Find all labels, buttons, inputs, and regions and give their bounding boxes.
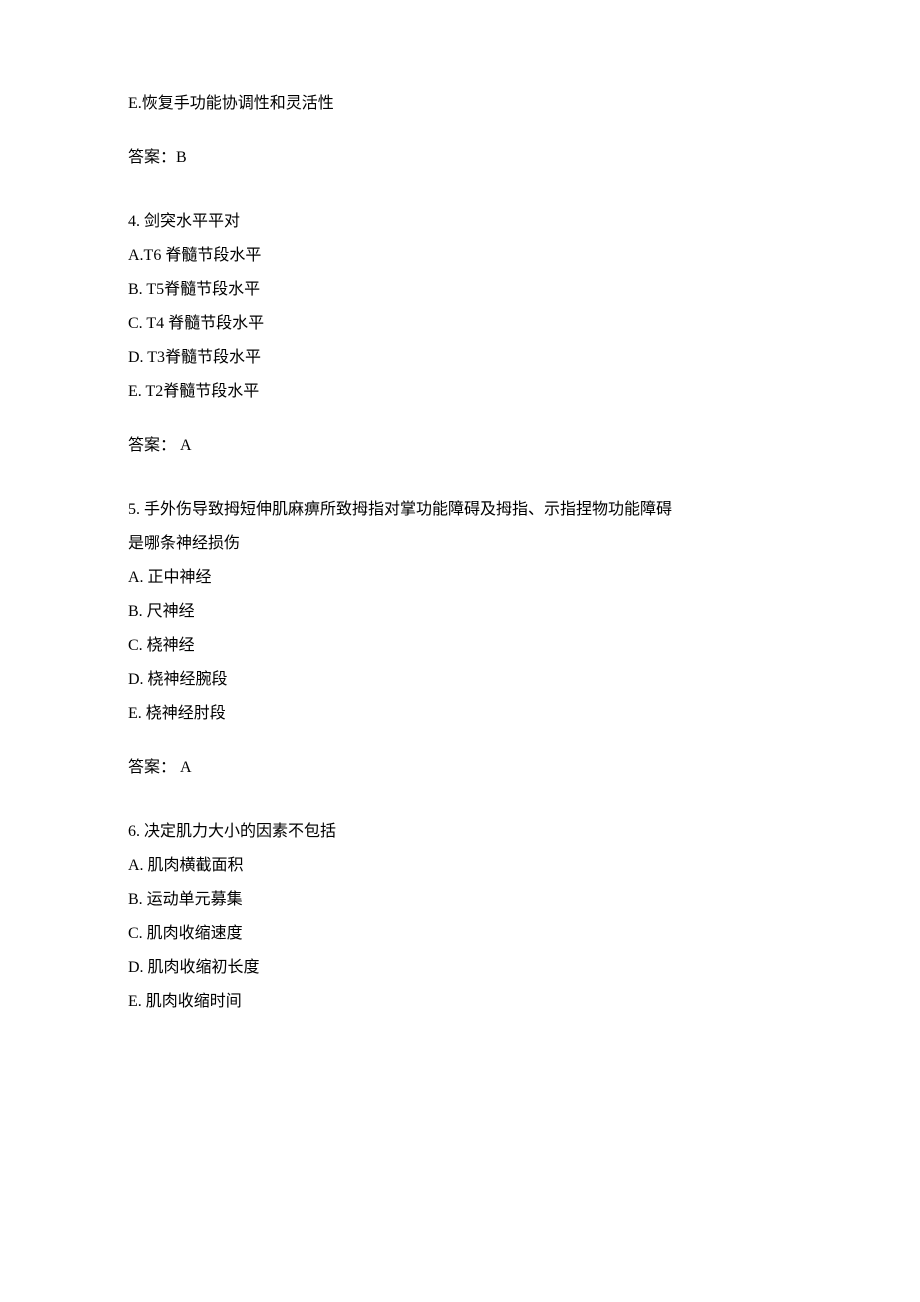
q4-option-d: D. T3脊髓节段水平: [128, 346, 792, 370]
q4-option-b: B. T5脊髓节段水平: [128, 278, 792, 302]
q6-option-c: C. 肌肉收缩速度: [128, 922, 792, 946]
question-3-partial: E.恢复手功能协调性和灵活性 答案：B: [128, 92, 792, 170]
q5-answer: 答案： A: [128, 756, 792, 780]
question-5: 5. 手外伤导致拇短伸肌麻痹所致拇指对掌功能障碍及拇指、示指捏物功能障碍 是哪条…: [128, 498, 792, 780]
q5-option-b: B. 尺神经: [128, 600, 792, 624]
q3-answer: 答案：B: [128, 146, 792, 170]
q4-option-c: C. T4 脊髓节段水平: [128, 312, 792, 336]
q6-option-a: A. 肌肉横截面积: [128, 854, 792, 878]
q6-option-b: B. 运动单元募集: [128, 888, 792, 912]
q4-option-a: A.T6 脊髓节段水平: [128, 244, 792, 268]
q5-option-d: D. 桡神经腕段: [128, 668, 792, 692]
q6-stem: 6. 决定肌力大小的因素不包括: [128, 820, 792, 844]
q5-option-c: C. 桡神经: [128, 634, 792, 658]
q4-stem: 4. 剑突水平平对: [128, 210, 792, 234]
q5-option-a: A. 正中神经: [128, 566, 792, 590]
q5-option-e: E. 桡神经肘段: [128, 702, 792, 726]
q4-option-e: E. T2脊髓节段水平: [128, 380, 792, 404]
q6-option-e: E. 肌肉收缩时间: [128, 990, 792, 1014]
q3-option-e: E.恢复手功能协调性和灵活性: [128, 92, 792, 116]
question-6: 6. 决定肌力大小的因素不包括 A. 肌肉横截面积 B. 运动单元募集 C. 肌…: [128, 820, 792, 1014]
question-4: 4. 剑突水平平对 A.T6 脊髓节段水平 B. T5脊髓节段水平 C. T4 …: [128, 210, 792, 458]
q4-answer: 答案： A: [128, 434, 792, 458]
q5-stem-line1: 5. 手外伤导致拇短伸肌麻痹所致拇指对掌功能障碍及拇指、示指捏物功能障碍: [128, 498, 792, 522]
q6-option-d: D. 肌肉收缩初长度: [128, 956, 792, 980]
q5-stem-line2: 是哪条神经损伤: [128, 532, 792, 556]
